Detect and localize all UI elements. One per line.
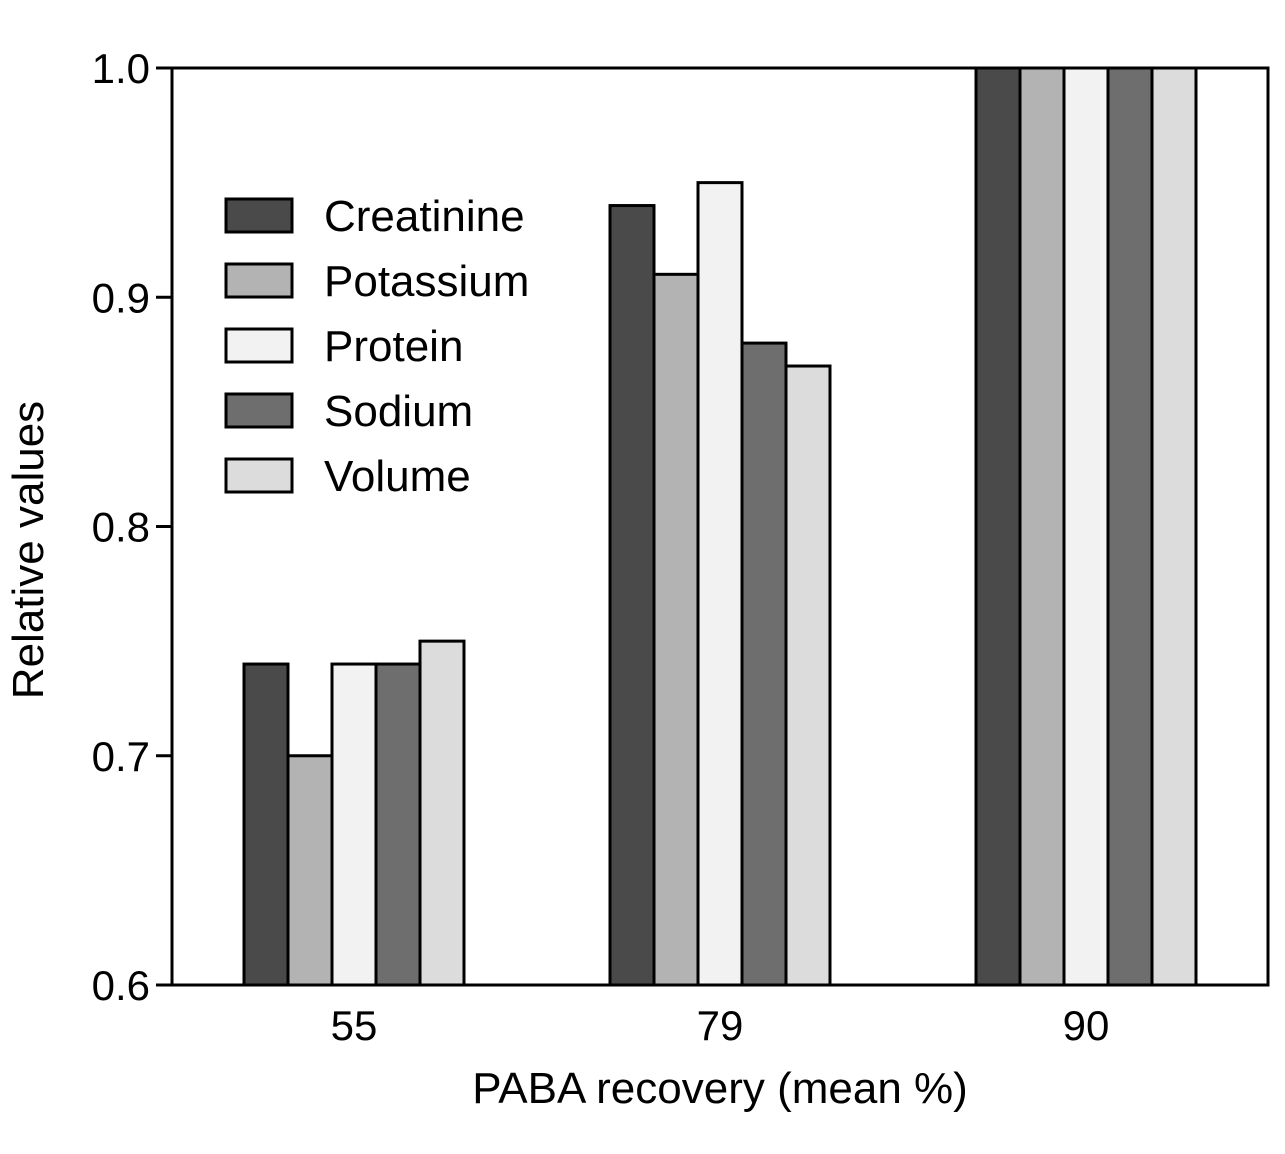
legend-label-sodium: Sodium [324,387,473,436]
bar-sodium-79 [740,341,788,987]
bar-creatinine-55 [242,662,290,987]
bar-sodium-90 [1106,66,1154,987]
bar-potassium-55 [286,754,334,987]
legend-label-protein: Protein [324,322,463,371]
bar-sodium-55 [374,662,422,987]
bar-potassium-90 [1018,66,1066,987]
bar-volume-55 [418,639,466,987]
x-tick-label: 55 [331,1002,378,1049]
legend-swatch-creatinine [224,197,294,234]
y-axis: 0.6 0.7 0.8 0.9 1.0 [92,45,172,1009]
y-axis-title: Relative values [4,401,53,699]
y-tick-label: 0.9 [92,274,150,321]
bar-protein-90 [1062,66,1110,987]
bar-protein-79 [696,181,744,987]
bar-creatinine-79 [608,204,656,987]
bar-potassium-79 [652,272,700,987]
legend-label-creatinine: Creatinine [324,192,525,241]
y-tick-label: 0.8 [92,504,150,551]
legend-label-volume: Volume [324,452,471,501]
legend-swatch-volume [224,457,294,494]
bar-protein-55 [330,662,378,987]
legend-swatch-potassium [224,262,294,299]
bar-creatinine-90 [974,66,1022,987]
x-tick-label: 79 [697,1002,744,1049]
x-axis-title: PABA recovery (mean %) [472,1064,968,1113]
y-tick-label: 0.6 [92,962,150,1009]
bar-volume-90 [1150,66,1198,987]
legend-swatch-protein [224,327,294,364]
y-tick-label: 1.0 [92,45,150,92]
y-tick-label: 0.7 [92,733,150,780]
x-tick-label: 90 [1063,1002,1110,1049]
legend-label-potassium: Potassium [324,257,529,306]
x-axis: 55 79 90 [331,1002,1110,1049]
legend-swatch-sodium [224,392,294,429]
legend: Creatinine Potassium Protein Sodium Volume [224,192,529,501]
bars-layer [242,66,1198,987]
bar-volume-79 [784,364,832,987]
